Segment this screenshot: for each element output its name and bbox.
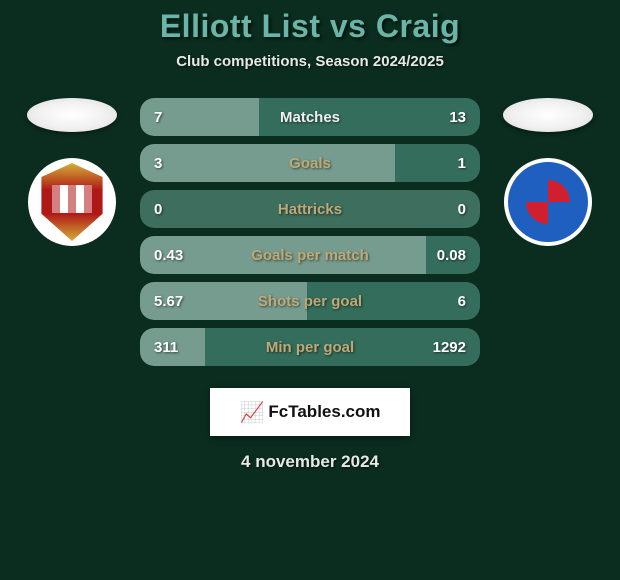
stat-value-right: 1292	[426, 339, 466, 356]
stat-value-right: 0.08	[426, 247, 466, 264]
left-player-column	[22, 98, 122, 246]
right-player-column	[498, 98, 598, 246]
club-badge-right	[504, 158, 592, 246]
branding-badge: 📈 FcTables.com	[210, 388, 410, 436]
stat-value-left: 5.67	[154, 293, 194, 310]
club-crest-left-icon	[38, 163, 106, 241]
stats-list: 7Matches13 3Goals1 0Hattricks0 0.43Goals pe…	[140, 98, 480, 366]
stat-value-right: 1	[426, 155, 466, 172]
stat-row: 3Goals1	[140, 144, 480, 182]
club-badge-left	[28, 158, 116, 246]
stat-value-left: 0.43	[154, 247, 194, 264]
stat-row: 0.43Goals per match0.08	[140, 236, 480, 274]
club-crest-right-icon	[526, 180, 570, 224]
branding-icon: 📈	[239, 400, 262, 425]
stat-value-left: 7	[154, 109, 194, 126]
stat-row: 0Hattricks0	[140, 190, 480, 228]
stat-value-right: 0	[426, 201, 466, 218]
branding-text: FcTables.com	[268, 402, 380, 422]
stat-value-left: 0	[154, 201, 194, 218]
player-avatar-left	[27, 98, 117, 132]
date-label: 4 november 2024	[241, 452, 379, 472]
player-avatar-right	[503, 98, 593, 132]
stat-row: 311Min per goal1292	[140, 328, 480, 366]
stat-row: 5.67Shots per goal6	[140, 282, 480, 320]
stat-value-left: 3	[154, 155, 194, 172]
stat-value-right: 13	[426, 109, 466, 126]
comparison-panel: 7Matches13 3Goals1 0Hattricks0 0.43Goals pe…	[0, 98, 620, 366]
stat-value-right: 6	[426, 293, 466, 310]
subtitle: Club competitions, Season 2024/2025	[176, 53, 444, 70]
stat-row: 7Matches13	[140, 98, 480, 136]
stat-value-left: 311	[154, 339, 194, 356]
page-title: Elliott List vs Craig	[160, 8, 460, 45]
